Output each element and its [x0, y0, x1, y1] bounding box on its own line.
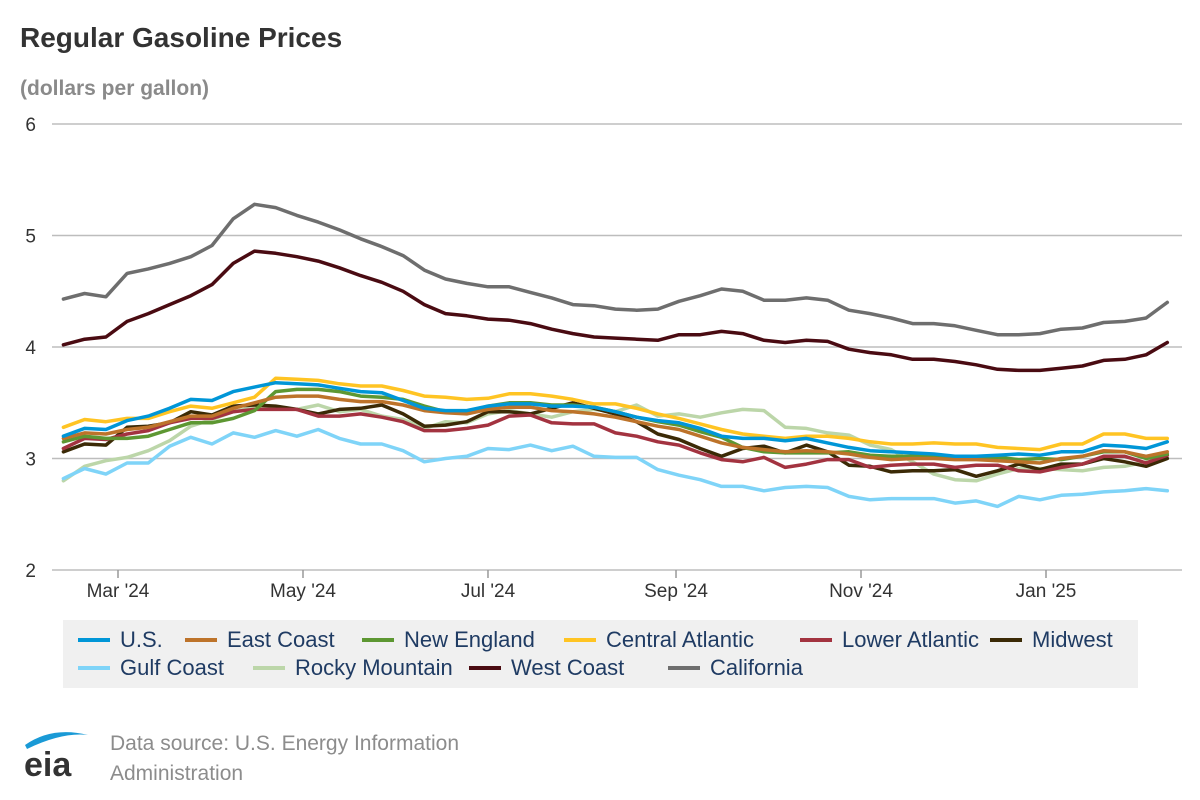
legend-item[interactable]: Central Atlantic: [564, 627, 754, 652]
legend-label: West Coast: [511, 655, 625, 680]
chart-subtitle: (dollars per gallon): [20, 77, 210, 100]
eia-logo: eia: [24, 732, 88, 780]
legend-swatch: [185, 638, 217, 642]
legend-label: Central Atlantic: [606, 627, 754, 652]
legend-label: East Coast: [227, 627, 335, 652]
legend-swatch: [990, 638, 1022, 642]
legend-label: U.S.: [120, 627, 163, 652]
legend-item[interactable]: Gulf Coast: [78, 655, 224, 680]
legend-item[interactable]: Rocky Mountain: [253, 655, 453, 680]
legend-swatch: [668, 666, 700, 670]
legend-item[interactable]: Lower Atlantic: [800, 627, 979, 652]
y-tick-label: 4: [25, 338, 36, 359]
legend-swatch: [78, 666, 110, 670]
y-tick-label: 3: [25, 450, 36, 471]
svg-text:eia: eia: [24, 746, 72, 780]
series-line-west-coast: [61, 249, 1170, 373]
data-source: Data source: U.S. Energy Information Adm…: [110, 732, 459, 785]
legend-swatch: [564, 638, 596, 642]
legend-item[interactable]: East Coast: [185, 627, 335, 652]
series-line-u-s: [61, 380, 1170, 459]
x-tick-label: Jul '24: [461, 581, 516, 602]
series-line-central-atlantic: [61, 376, 1170, 452]
x-tick-label: May '24: [270, 581, 336, 602]
legend-item[interactable]: Midwest: [990, 627, 1113, 652]
chart-title: Regular Gasoline Prices: [20, 22, 343, 53]
legend-item[interactable]: California: [668, 655, 803, 680]
legend-label: California: [710, 655, 803, 680]
legend-item[interactable]: New England: [362, 627, 535, 652]
legend: U.S. East Coast New England Central Atlanti…: [63, 620, 1138, 688]
x-tick-label: Sep '24: [644, 581, 708, 602]
legend-swatch: [469, 666, 501, 670]
y-tick-label: 6: [25, 115, 36, 136]
series-line-east-coast: [61, 394, 1170, 465]
legend-label: Rocky Mountain: [295, 655, 453, 680]
legend-label: Midwest: [1032, 627, 1113, 652]
legend-label: Lower Atlantic: [842, 627, 979, 652]
series-line-california: [61, 202, 1170, 337]
legend-label: New England: [404, 627, 535, 652]
series-line-lower-atlantic: [61, 407, 1170, 474]
legend-swatch: [362, 638, 394, 642]
x-tick-label: Mar '24: [87, 581, 150, 602]
y-tick-label: 5: [25, 227, 36, 248]
y-tick-label: 2: [25, 561, 36, 582]
x-tick-label: Nov '24: [829, 581, 893, 602]
legend-item[interactable]: West Coast: [469, 655, 625, 680]
x-tick-label: Jan '25: [1016, 581, 1077, 602]
legend-swatch: [78, 638, 110, 642]
legend-swatch: [800, 638, 832, 642]
legend-item[interactable]: U.S.: [78, 627, 163, 652]
legend-swatch: [253, 666, 285, 670]
legend-label: Gulf Coast: [120, 655, 224, 680]
series-line-gulf-coast: [61, 427, 1170, 509]
